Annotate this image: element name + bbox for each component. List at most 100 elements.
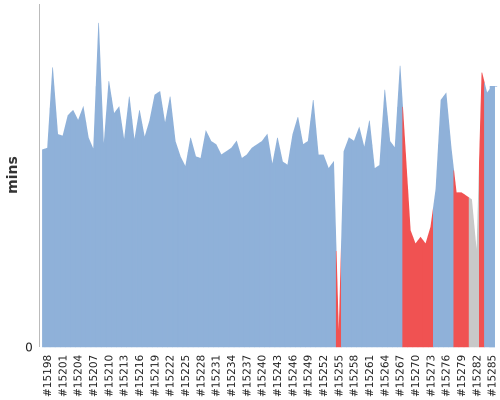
area-point-#15253 [325,161,332,348]
area-point-#15264 [381,89,388,348]
area-point-#15241 [264,133,271,348]
area-point-#15197 [42,148,46,348]
area-point-#15240 [259,136,265,348]
area-point-#15251 [315,127,322,348]
area-point-#15274 [433,144,439,348]
x-tick-label: #15198 [42,355,54,397]
x-tick-label: #15207 [88,355,100,397]
area-point-#15204 [75,113,82,348]
x-tick-label: #15279 [456,355,468,397]
area-point-#15235 [233,140,240,348]
area-point-#15225 [182,152,189,348]
area-point-#15205 [80,105,87,348]
area-point-#15213 [121,118,128,348]
x-tick-label: #15237 [241,355,253,397]
area-point-#15211 [111,97,117,348]
area-point-#15270 [412,237,419,348]
area-point-#15244 [279,149,286,348]
area-point-#15227 [192,147,199,348]
area-point-#15245 [284,149,291,348]
area-point-#15212 [116,106,122,348]
area-point-#15283 [479,72,485,348]
x-tick-label: #15258 [349,355,361,397]
x-tick-label: #15243 [272,355,284,397]
area-point-#15282 [473,163,480,348]
area-point-#15280 [463,193,470,348]
x-tick-label: #15246 [287,354,299,397]
area-point-#15268 [402,106,409,348]
area-point-#15261 [366,120,373,348]
x-tick-label: #15234 [226,354,238,397]
area-point-#15221 [162,107,168,348]
area-point-#15250 [310,100,317,348]
area-point-#15226 [187,137,194,348]
y-tick-label: 0 [25,341,33,355]
x-tick-label: #15249 [303,355,315,397]
x-tick-label: #15225 [180,355,192,397]
x-tick-label: #15210 [103,355,115,397]
area-point-#15209 [100,85,107,348]
area-point-#15239 [254,142,260,348]
area-point-#15200 [54,100,61,348]
area-point-#15271 [417,236,424,348]
area-point-#15223 [172,118,179,348]
area-point-#15224 [177,148,184,348]
area-point-#15247 [295,117,301,348]
area-point-#15218 [146,107,153,348]
x-tick-label: #15222 [165,355,177,397]
area-point-#15279 [458,192,465,348]
area-point-#15257 [346,137,352,348]
area-point-#15267 [397,65,403,348]
x-tick-label: #15219 [149,355,161,397]
x-tick-label: #15267 [395,355,407,397]
x-tick-label: #15273 [425,355,437,397]
area-point-#15217 [141,123,148,348]
area-point-#15234 [228,143,235,348]
area-point-#15228 [197,144,204,348]
area-point-#15276 [443,92,449,348]
area-point-#15275 [438,95,444,348]
x-tick-label: #15282 [471,355,483,397]
area-point-#15215 [131,118,138,348]
x-tick-label: #15270 [410,355,422,397]
area-point-#15263 [376,127,383,348]
area-point-#15232 [218,149,225,348]
area-point-#15237 [243,150,250,348]
x-tick-label: #15213 [119,355,131,397]
area-point-#15249 [305,120,311,348]
area-point-#15278 [453,170,460,348]
x-tick-label: #15264 [379,354,391,397]
area-point-#15273 [427,208,434,348]
x-tick-label: #15261 [364,355,376,397]
area-point-#15277 [448,120,455,348]
area-point-#15202 [65,112,71,348]
area-point-#15230 [208,135,214,348]
x-tick-label: #15201 [57,355,69,397]
area-point-#15208 [95,22,102,348]
area-point-#15243 [274,137,281,348]
area-point-#15255 [335,245,342,348]
area-point-#15233 [223,149,230,348]
area-point-#15252 [320,154,327,348]
area-point-#15272 [422,235,429,348]
x-tick-label: #15276 [441,354,453,397]
area-point-#15259 [356,126,363,348]
area-point-#15206 [85,122,92,348]
area-point-#15281 [468,197,475,348]
x-tick-label: #15216 [134,354,146,397]
area-point-#15284 [484,82,490,348]
area-point-#15256 [341,144,347,348]
x-tick-label: #15231 [211,355,223,397]
area-point-#15220 [157,90,163,348]
y-axis-title: mins [5,156,21,194]
x-tick-label: #15228 [195,355,207,397]
area-point-#15254 [330,160,337,348]
area-point-#15201 [59,125,66,348]
area-point-#15269 [407,189,414,348]
area-point-#15198 [44,107,51,348]
area-point-#15203 [70,109,76,348]
area-point-#15210 [105,81,112,348]
area-point-#15286 [489,86,498,348]
x-tick-label: #15255 [333,355,345,397]
